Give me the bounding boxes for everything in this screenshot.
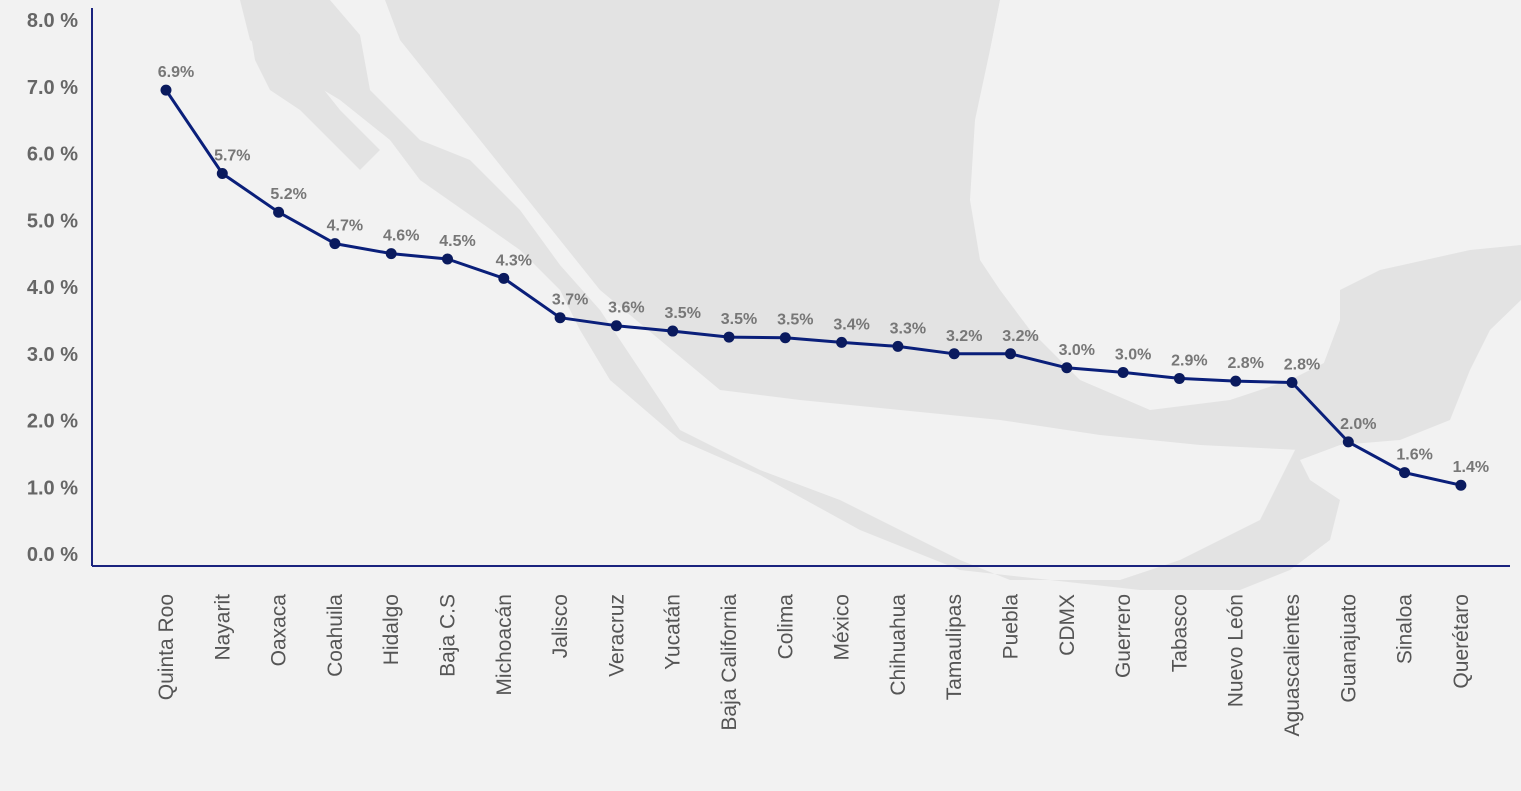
- data-point: [1455, 479, 1467, 491]
- data-point: [554, 312, 566, 324]
- mexico-map-background: [240, 0, 1521, 590]
- x-tick-label: Baja C.S: [437, 594, 460, 677]
- data-point: [1286, 376, 1298, 388]
- data-label: 5.2%: [270, 186, 306, 203]
- x-tick-label: Baja California: [718, 594, 741, 731]
- data-point: [160, 84, 172, 96]
- data-label: 2.8%: [1284, 356, 1320, 373]
- data-point: [273, 206, 285, 218]
- data-label: 3.5%: [721, 311, 757, 328]
- x-tick-label: Yucatán: [662, 594, 685, 670]
- x-tick-label: Quinta Roo: [155, 594, 178, 700]
- data-label: 4.5%: [439, 233, 475, 250]
- data-label: 2.0%: [1340, 416, 1376, 433]
- x-tick-label: Coahuila: [324, 594, 347, 677]
- data-label: 3.5%: [664, 305, 700, 322]
- y-tick-label: 2.0 %: [27, 411, 78, 433]
- x-tick-label: Querétaro: [1450, 594, 1473, 689]
- x-tick-label: Guanajuato: [1337, 594, 1360, 703]
- data-label: 2.8%: [1227, 355, 1263, 372]
- data-point: [836, 336, 848, 348]
- x-tick-label: Veracruz: [605, 594, 628, 677]
- data-point: [385, 248, 397, 260]
- data-point: [1399, 467, 1411, 479]
- data-label: 3.3%: [890, 320, 926, 337]
- x-tick-label: Hidalgo: [380, 594, 403, 665]
- data-label: 3.4%: [833, 316, 869, 333]
- series-path: [164, 89, 1462, 487]
- data-point: [779, 332, 791, 344]
- data-label: 1.6%: [1396, 447, 1432, 464]
- y-tick-label: 5.0 %: [27, 210, 78, 232]
- data-label: 6.9%: [158, 64, 194, 81]
- data-point: [216, 168, 228, 180]
- data-label: 3.5%: [777, 312, 813, 329]
- data-point: [442, 253, 453, 265]
- x-tick-label: Nuevo León: [1225, 594, 1248, 707]
- data-label: 3.6%: [608, 300, 644, 317]
- data-point: [892, 340, 904, 352]
- data-point: [948, 348, 960, 360]
- data-label: 4.7%: [327, 218, 363, 235]
- data-point: [723, 331, 735, 343]
- x-tick-label: Tabasco: [1168, 594, 1191, 672]
- data-point: [1230, 375, 1242, 387]
- x-tick-label: Guerrero: [1112, 594, 1135, 678]
- data-label: 4.3%: [496, 252, 532, 269]
- data-label: 4.6%: [383, 228, 419, 245]
- data-point: [610, 320, 622, 332]
- x-tick-label: Tamaulipas: [943, 594, 966, 700]
- x-tick-label: Jalisco: [549, 594, 572, 658]
- data-points: [160, 84, 1467, 491]
- x-tick-label: México: [831, 594, 854, 661]
- y-axis: 0.0 % 1.0 % 2.0 % 3.0 % 4.0 % 5.0 % 6.0 % 7.0 %…: [27, 8, 93, 566]
- y-tick-label: 4.0 %: [27, 277, 78, 299]
- data-point: [1342, 436, 1354, 448]
- x-tick-label: Oaxaca: [268, 594, 291, 667]
- x-tick-label: Michoacán: [493, 594, 516, 696]
- y-tick-label: 8.0 %: [27, 10, 78, 32]
- x-axis: Quinta Roo Nayarit Oaxaca Coahuila Hidalgo Ba…: [92, 565, 1510, 736]
- y-tick-label: 3.0 %: [27, 344, 78, 366]
- data-label: 3.2%: [1002, 328, 1038, 345]
- data-label: 5.7%: [214, 148, 250, 165]
- x-tick-label: Colima: [774, 594, 797, 660]
- data-label: 3.0%: [1059, 342, 1095, 359]
- data-label: 3.7%: [552, 292, 588, 309]
- x-tick-label: Sinaloa: [1394, 594, 1417, 664]
- x-tick-label: Nayarit: [211, 594, 234, 661]
- y-tick-label: 7.0 %: [27, 77, 78, 99]
- y-tick-label: 0.0 %: [27, 544, 78, 566]
- data-point: [498, 272, 510, 284]
- y-tick-label: 6.0 %: [27, 144, 78, 166]
- data-label: 2.9%: [1171, 352, 1207, 369]
- data-point: [1061, 362, 1073, 374]
- x-tick-label: Chihuahua: [887, 594, 910, 696]
- data-labels: 6.9% 5.7% 5.2% 4.7% 4.6% 4.5% 4.3% 3.7% 3.6% 3.5%…: [158, 64, 1489, 476]
- x-tick-label: Puebla: [1000, 594, 1023, 660]
- x-tick-label: CDMX: [1056, 594, 1079, 656]
- data-point: [667, 325, 679, 337]
- data-point: [1005, 348, 1016, 360]
- x-tick-label: Aguascalientes: [1281, 594, 1304, 736]
- data-label: 1.4%: [1453, 459, 1489, 476]
- data-label: 3.0%: [1115, 346, 1151, 363]
- data-label: 3.2%: [946, 328, 982, 345]
- data-point: [1117, 366, 1129, 378]
- data-point: [329, 238, 341, 250]
- series-line: [164, 89, 1462, 487]
- data-point: [1173, 372, 1185, 384]
- y-tick-label: 1.0 %: [27, 477, 78, 499]
